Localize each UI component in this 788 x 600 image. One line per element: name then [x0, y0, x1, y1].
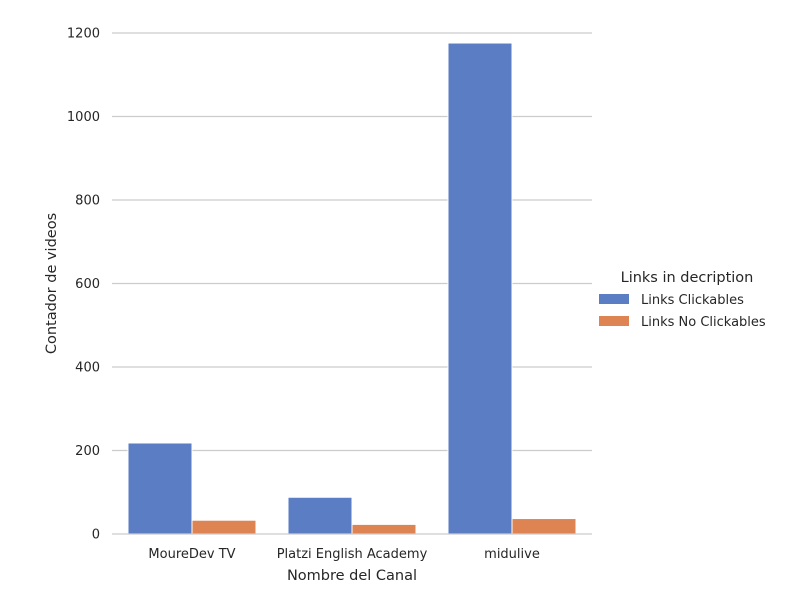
y-tick-label: 800: [75, 194, 100, 209]
bar-links-no-clickables: [191, 519, 257, 535]
x-tick-label: Platzi English Academy: [277, 547, 428, 562]
bar-links-no-clickables: [511, 518, 577, 535]
bars: [127, 42, 577, 535]
y-tick-labels: 0 200 400 600 800 1000 1200: [67, 27, 100, 543]
legend-label: Links Clickables: [641, 293, 744, 308]
x-tick-label: MoureDev TV: [148, 547, 235, 562]
bar-links-no-clickables: [351, 523, 417, 535]
y-axis-label: Contador de videos: [44, 213, 60, 354]
bar-links-clickables: [287, 496, 353, 535]
x-axis-label: Nombre del Canal: [287, 568, 417, 584]
legend-items: Links Clickables Links No Clickables: [599, 293, 766, 330]
y-tick-label: 200: [75, 444, 100, 459]
bar-links-clickables: [127, 442, 193, 535]
legend-label: Links No Clickables: [641, 315, 766, 330]
y-tick-label: 600: [75, 277, 100, 292]
legend-swatch: [599, 294, 629, 304]
x-tick-label: midulive: [484, 547, 540, 562]
y-tick-label: 1200: [67, 27, 100, 42]
y-tick-label: 0: [92, 528, 100, 543]
x-tick-labels: MoureDev TV Platzi English Academy miduliv…: [148, 547, 539, 562]
bar-links-clickables: [447, 42, 513, 535]
gridlines: [112, 32, 592, 452]
legend-title: Links in decription: [621, 270, 754, 286]
legend: Links in decription Links ClickablesLink…: [599, 270, 766, 330]
legend-swatch: [599, 316, 629, 326]
y-tick-label: 400: [75, 361, 100, 376]
y-tick-label: 1000: [67, 110, 100, 125]
